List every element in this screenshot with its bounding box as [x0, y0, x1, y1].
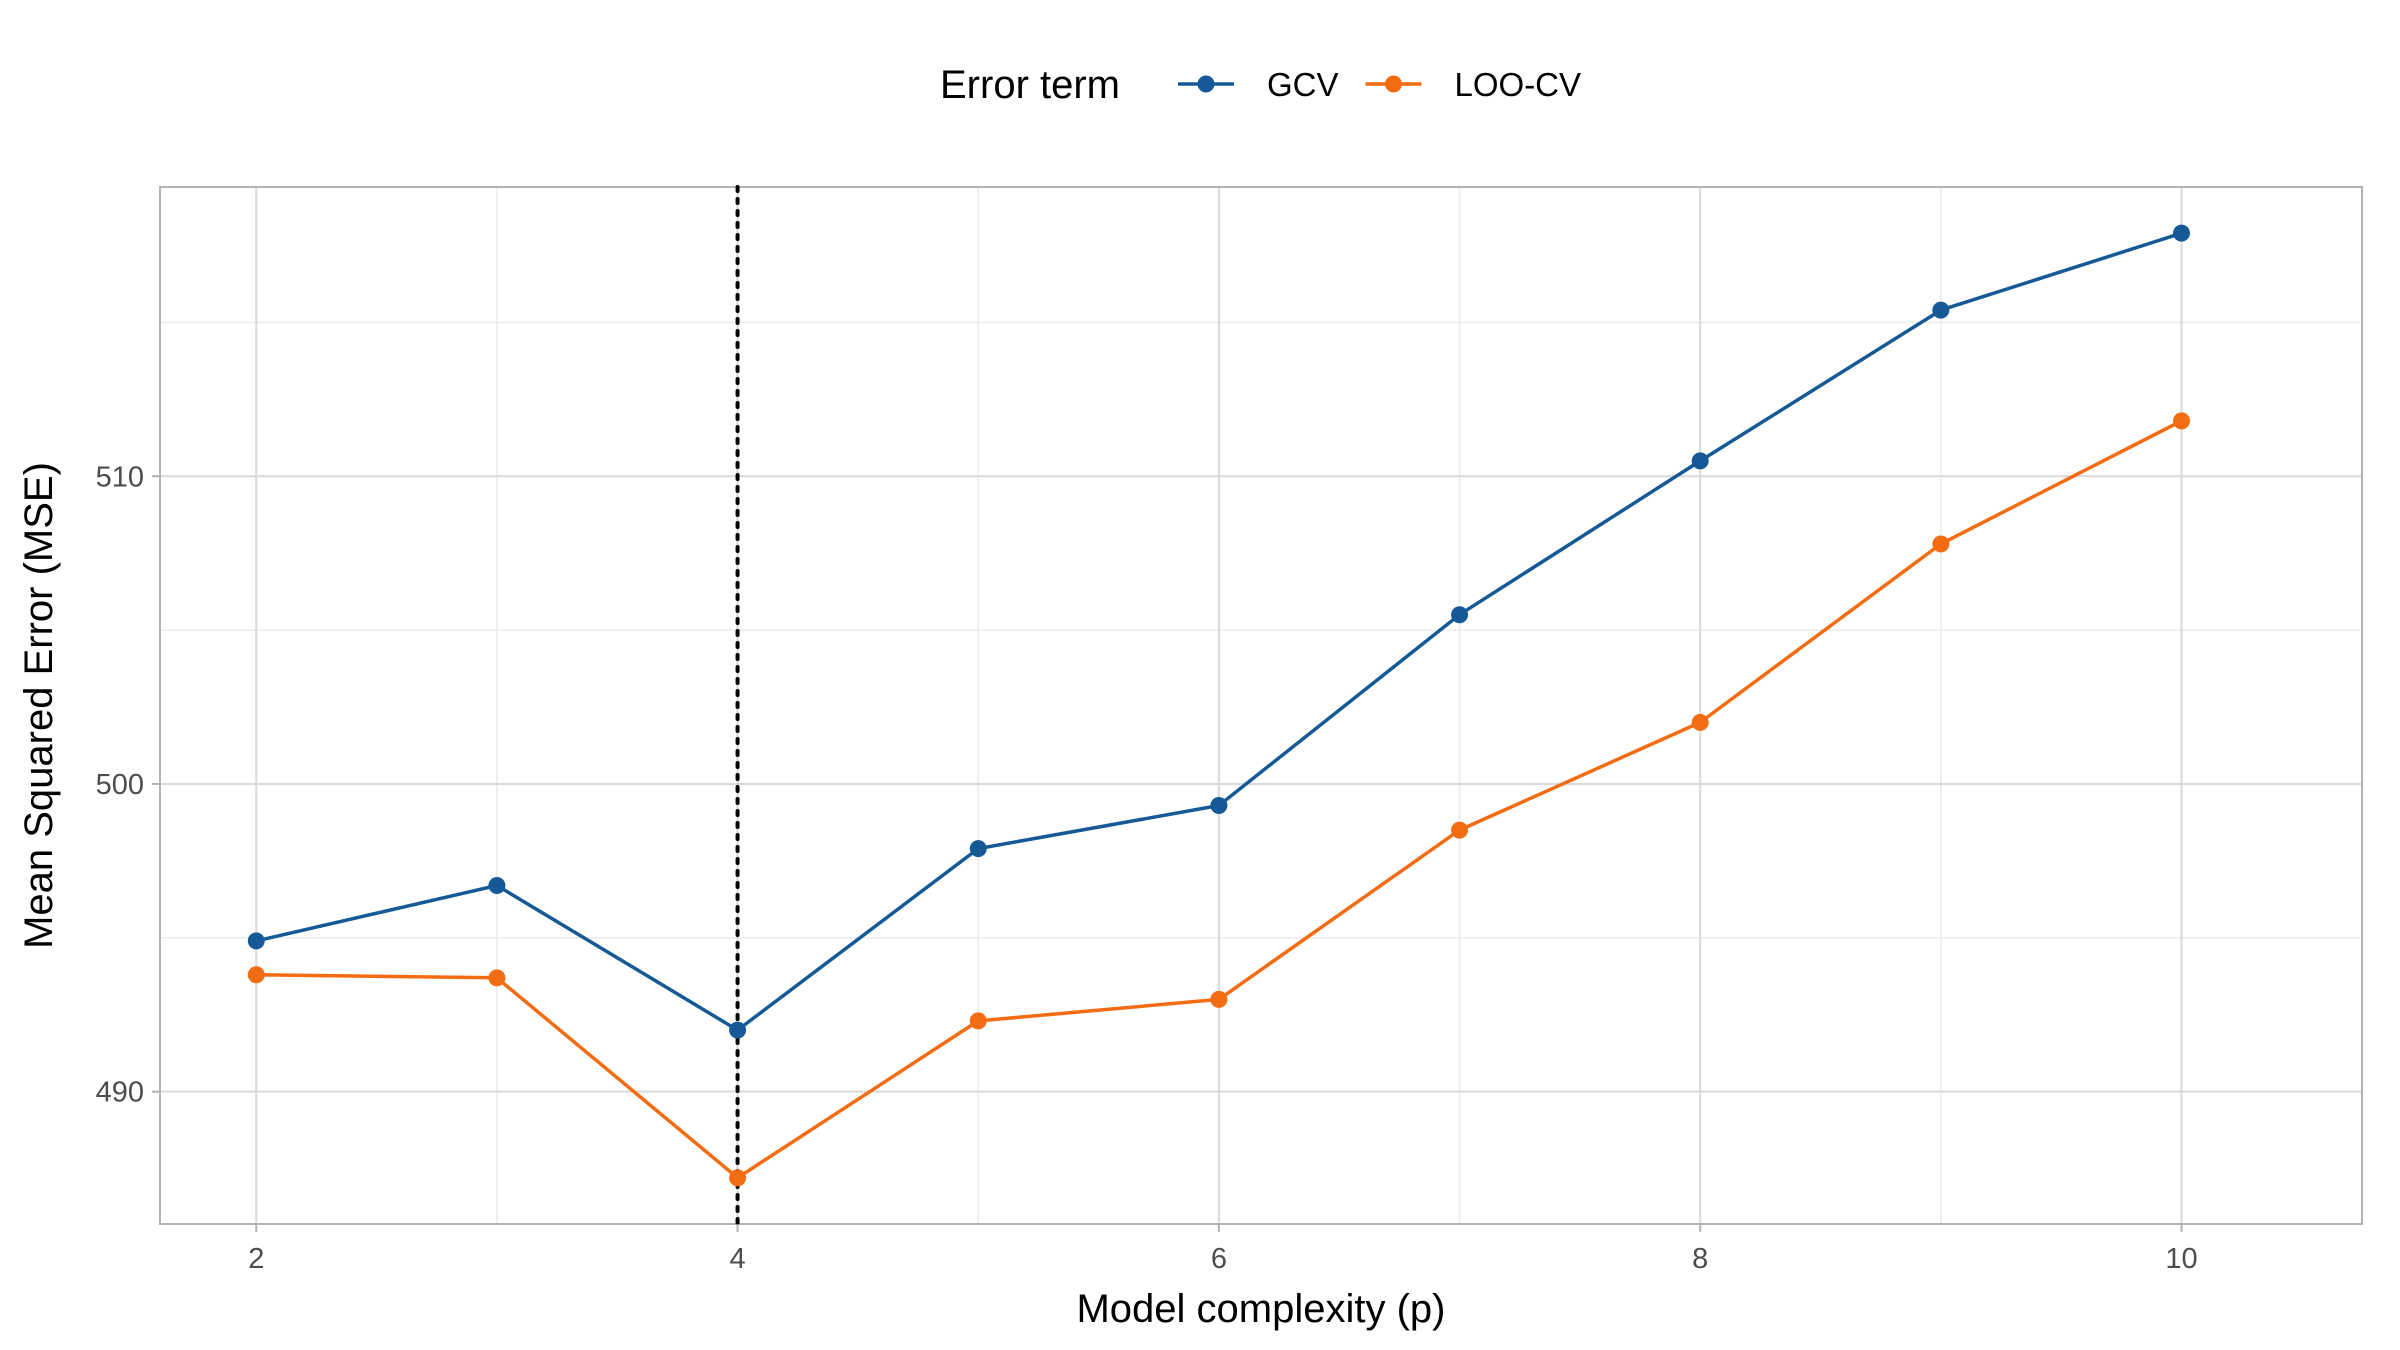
series-loo-cv	[247, 412, 2191, 1187]
data-point	[1691, 713, 1709, 731]
data-point	[247, 966, 265, 984]
data-point	[729, 1169, 747, 1187]
data-point	[969, 840, 987, 858]
legend: Error term GCV LOO-CV	[940, 63, 1581, 107]
data-point	[488, 969, 506, 987]
minor-gridlines	[160, 187, 2362, 1224]
legend-key	[1178, 75, 1234, 93]
legend-title: Error term	[940, 63, 1120, 107]
x-tick-label: 10	[2165, 1243, 2197, 1275]
data-point	[729, 1021, 747, 1039]
x-axis-ticks: 2 4 6 8 10	[248, 1224, 2198, 1275]
y-axis-title: Mean Squared Error (MSE)	[17, 462, 61, 949]
legend-label: LOO-CV	[1455, 66, 1582, 103]
legend-label: GCV	[1267, 66, 1339, 103]
series-gcv	[247, 224, 2191, 1039]
data-point	[2173, 412, 2191, 430]
series-layer	[247, 224, 2191, 1187]
legend-key-marker	[1197, 75, 1215, 93]
x-tick-label: 2	[248, 1243, 264, 1275]
x-tick-label: 4	[730, 1243, 746, 1275]
y-axis-ticks: 490 500 510	[96, 461, 160, 1109]
y-tick-label: 510	[96, 461, 144, 493]
plot-panel-border	[159, 186, 2363, 1225]
data-point	[1932, 301, 1950, 319]
y-tick-label: 490	[96, 1077, 144, 1109]
x-tick-label: 8	[1692, 1243, 1708, 1275]
data-point	[1210, 797, 1228, 815]
data-point	[1691, 452, 1709, 470]
data-point	[1451, 606, 1469, 624]
y-tick-label: 500	[96, 769, 144, 801]
data-point	[1451, 821, 1469, 839]
x-axis-title: Model complexity (p)	[1076, 1287, 1445, 1331]
legend-key-marker	[1385, 75, 1402, 93]
major-gridlines	[160, 187, 2362, 1224]
x-tick-label: 6	[1211, 1243, 1227, 1275]
data-point	[1932, 535, 1950, 553]
data-point	[969, 1012, 987, 1030]
data-point	[247, 932, 265, 950]
data-point	[1210, 990, 1228, 1008]
legend-key	[1365, 75, 1422, 93]
data-point	[488, 877, 506, 895]
data-point	[2173, 224, 2191, 242]
